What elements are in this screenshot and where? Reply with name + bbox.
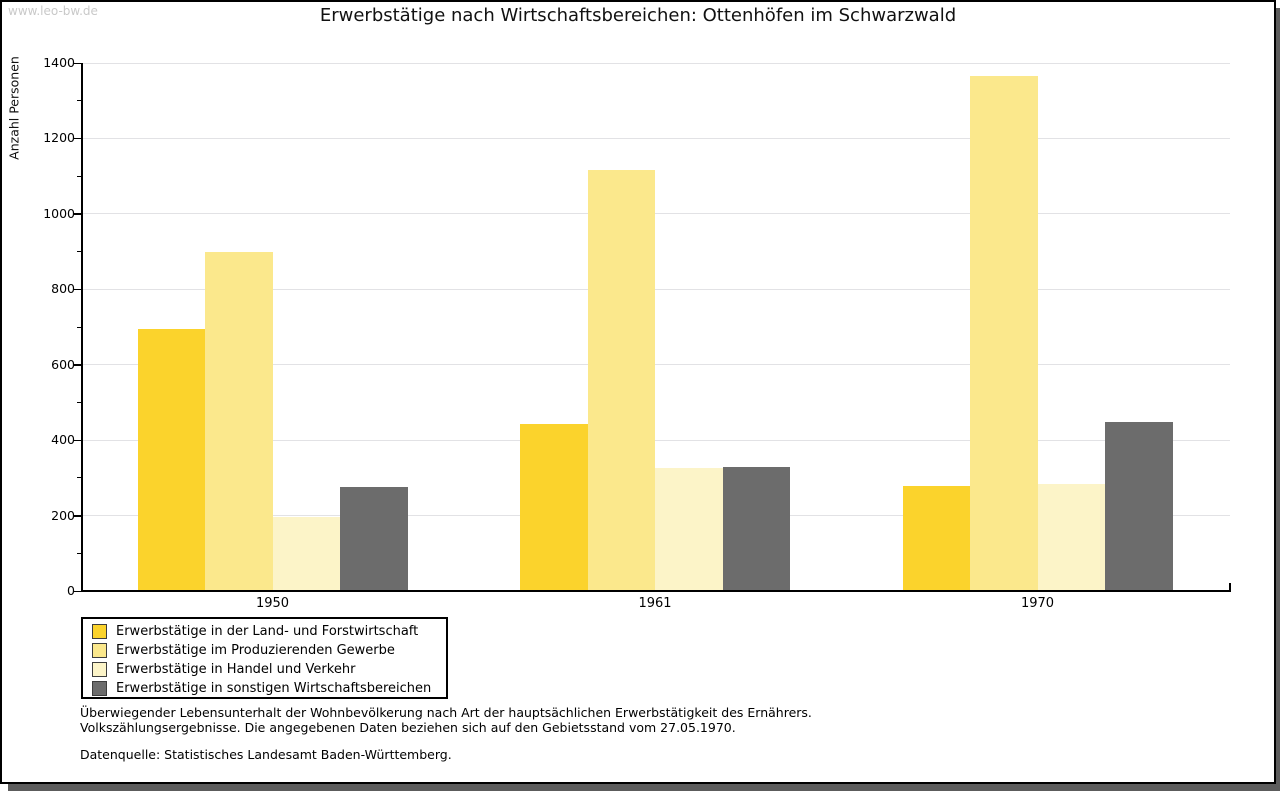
bar-1950-series-2 [272, 517, 340, 591]
y-tick-label: 1000 [43, 205, 75, 221]
x-axis-end-cap [1229, 583, 1231, 590]
y-tick-major [74, 364, 81, 366]
y-tick-minor [77, 100, 81, 102]
frame-shadow-right [1276, 8, 1280, 791]
bar-1970-series-3 [1105, 422, 1173, 591]
y-tick-label: 1200 [43, 130, 75, 146]
y-tick-minor [77, 175, 81, 177]
y-tick-minor [77, 477, 81, 479]
bar-1961-series-0 [520, 424, 588, 591]
legend-label: Erwerbstätige im Produzierenden Gewerbe [116, 643, 395, 658]
bar-1970-series-2 [1037, 484, 1105, 591]
legend-item: Erwerbstätige in sonstigen Wirtschaftsbe… [83, 679, 446, 698]
footnotes: Überwiegender Lebensunterhalt der Wohnbe… [80, 705, 812, 763]
gridline [83, 213, 1230, 215]
x-category-label: 1950 [255, 596, 290, 611]
legend-swatch-produzierendes-gewerbe [92, 643, 107, 658]
frame-shadow-bottom [8, 784, 1276, 791]
gridline [83, 364, 1230, 366]
legend-label: Erwerbstätige in sonstigen Wirtschaftsbe… [116, 681, 432, 696]
chart-title: Erwerbstätige nach Wirtschaftsbereichen:… [319, 5, 957, 26]
legend-swatch-sonstige [92, 681, 107, 696]
y-tick-minor [77, 552, 81, 554]
y-tick-minor [77, 326, 81, 328]
y-tick-label: 1400 [43, 55, 75, 70]
bar-1961-series-3 [722, 467, 790, 591]
gridline [83, 137, 1230, 139]
bar-1970-series-0 [902, 486, 970, 591]
x-category-label: 1970 [1020, 596, 1055, 611]
watermark-url: www.leo-bw.de [8, 4, 98, 18]
y-tick-major [74, 515, 81, 517]
legend-item: Erwerbstätige im Produzierenden Gewerbe [83, 641, 446, 660]
footnote-line-1: Überwiegender Lebensunterhalt der Wohnbe… [80, 705, 812, 720]
legend-swatch-handel-verkehr [92, 662, 107, 677]
legend-swatch-land-forstwirtschaft [92, 624, 107, 639]
y-tick-label: 400 [51, 432, 75, 448]
bar-1950-series-1 [205, 252, 273, 591]
bar-1970-series-1 [970, 76, 1038, 591]
legend-label: Erwerbstätige in Handel und Verkehr [116, 662, 356, 677]
y-tick-major [74, 213, 81, 215]
legend-item: Erwerbstätige in Handel und Verkehr [83, 660, 446, 679]
y-tick-label: 600 [51, 356, 75, 372]
y-tick-label: 0 [67, 583, 75, 598]
bar-1961-series-2 [655, 468, 723, 591]
y-tick-major [74, 137, 81, 140]
y-tick-label: 800 [51, 281, 75, 297]
legend-label: Erwerbstätige in der Land- und Forstwirt… [116, 624, 419, 639]
x-category-label: 1961 [638, 596, 672, 611]
gridline [83, 62, 1230, 64]
legend-item: Erwerbstätige in der Land- und Forstwirt… [83, 622, 446, 641]
footnote-line-2: Volkszählungsergebnisse. Die angegebenen… [80, 719, 736, 735]
legend: Erwerbstätige in der Land- und Forstwirt… [81, 617, 448, 699]
y-tick-major [74, 439, 81, 442]
y-tick-minor [77, 401, 81, 403]
y-tick-minor [77, 251, 81, 253]
gridline [83, 439, 1230, 441]
bar-1950-series-0 [137, 329, 205, 591]
bar-1950-series-3 [340, 487, 408, 591]
y-tick-major [74, 288, 81, 291]
y-tick-label: 200 [51, 507, 75, 523]
y-axis-line [81, 63, 83, 592]
y-tick-major [74, 590, 81, 592]
footnote-source: Datenquelle: Statistisches Landesamt Bad… [80, 747, 452, 762]
y-tick-major [74, 62, 81, 64]
bar-1961-series-1 [587, 170, 655, 591]
gridline [83, 288, 1230, 290]
x-axis-line [81, 590, 1231, 592]
